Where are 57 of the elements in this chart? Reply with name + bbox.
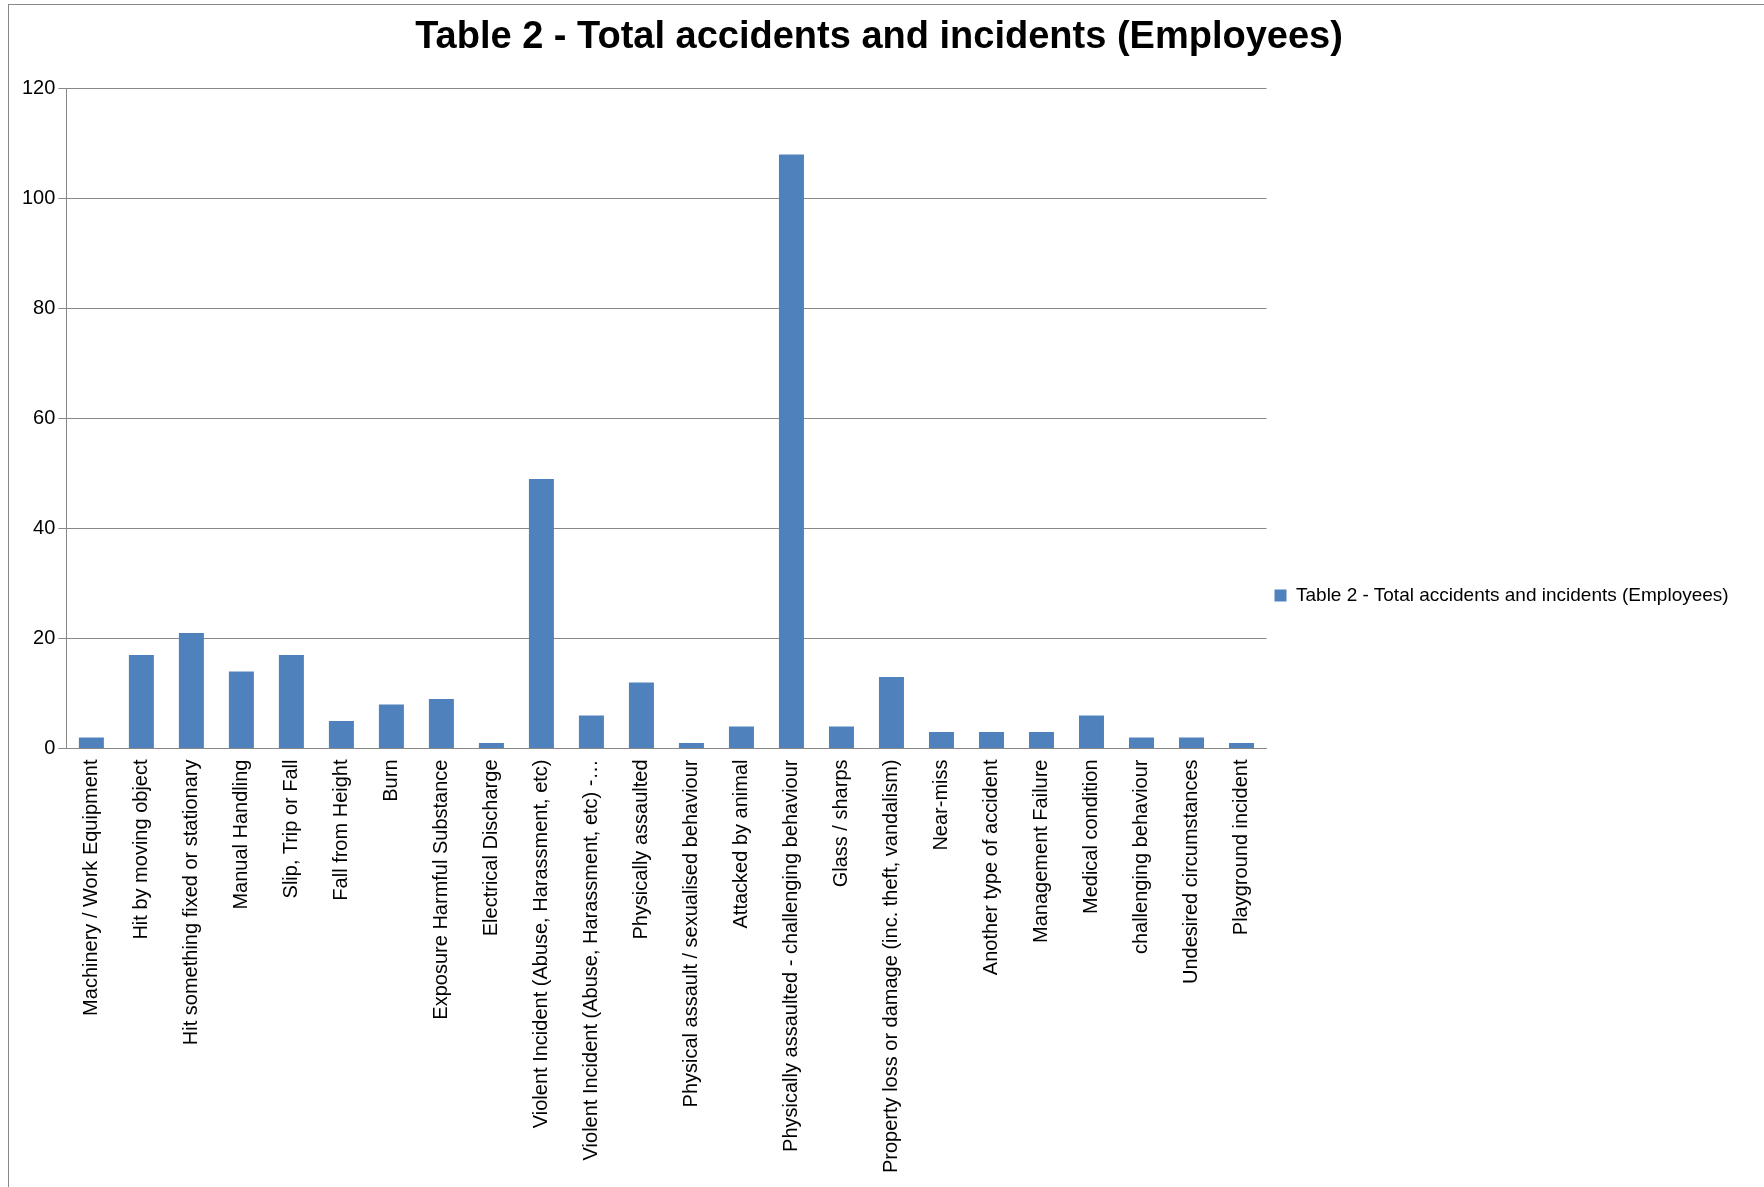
bar <box>1078 715 1104 748</box>
x-tick-label: Violent Incident (Abuse, Harassment, etc) -… <box>578 759 601 1161</box>
bar <box>328 721 354 748</box>
x-tick-label: Violent Incident (Abuse, Harassment, etc) <box>528 759 551 1129</box>
y-tick-label: 60 <box>33 406 56 429</box>
bar <box>228 671 254 748</box>
x-tick-label: Playground incident <box>1229 759 1252 936</box>
bar <box>678 743 704 748</box>
y-tick-label: 40 <box>33 516 56 539</box>
bar <box>578 715 604 748</box>
y-tick-label: 0 <box>44 736 56 759</box>
bar <box>128 655 154 748</box>
bar <box>1178 737 1204 748</box>
x-tick-label: Electrical Discharge <box>478 759 501 937</box>
bar <box>778 154 804 748</box>
x-tick-label: Machinery / Work Equipment <box>78 759 101 1016</box>
bar <box>928 732 954 748</box>
bar <box>878 677 904 748</box>
x-tick-label: Physically assaulted <box>628 759 651 940</box>
x-tick-label: Hit something fixed or stationary <box>178 759 201 1046</box>
x-tick-label: Burn <box>378 759 401 802</box>
x-tick-label: Slip, Trip or Fall <box>278 759 301 899</box>
x-tick-label: Medical condition <box>1079 759 1101 915</box>
x-tick-label: Attacked by animal <box>728 759 751 929</box>
x-tick-label: Fall from Height <box>328 759 351 901</box>
x-tick-label: Physically assaulted - challenging behaviour <box>778 759 801 1152</box>
bar <box>378 704 404 748</box>
x-tick-label: Physical assault / sexualised behaviour <box>678 759 701 1108</box>
x-tick-label: Hit by moving object <box>128 759 151 940</box>
bar <box>478 743 504 748</box>
bar <box>978 732 1004 748</box>
bar <box>728 726 754 748</box>
bar <box>278 655 304 748</box>
x-tick-label: Management Failure <box>1028 759 1051 943</box>
legend-label: Table 2 - Total accidents and incidents (Employees) <box>1296 583 1729 605</box>
bar <box>628 682 654 748</box>
x-tick-label: Manual Handling <box>228 759 251 910</box>
chart-title: Table 2 - Total accidents and incidents (Employees) <box>415 14 1343 57</box>
y-tick-label: 80 <box>33 296 56 319</box>
x-tick-label: Near-miss <box>928 759 951 851</box>
x-tick-label: challenging behaviour <box>1129 759 1151 955</box>
bar <box>178 633 204 748</box>
y-tick-label: 20 <box>33 626 56 649</box>
bar <box>1028 732 1054 748</box>
y-tick-label: 120 <box>21 76 56 99</box>
x-tick-label: Another type of accident <box>978 759 1001 976</box>
bar <box>78 737 104 748</box>
bar <box>528 479 554 748</box>
bar <box>1128 737 1154 748</box>
y-tick-label: 100 <box>21 186 56 209</box>
x-tick-label: Property loss or damage (inc. theft, vandalism) <box>878 759 901 1174</box>
bar <box>828 726 854 748</box>
x-tick-label: Undesired circumstances <box>1179 759 1202 985</box>
x-tick-label: Glass / sharps <box>828 759 851 888</box>
x-tick-label: Exposure Harmful Substance <box>428 759 451 1020</box>
bar <box>428 699 454 748</box>
bar <box>1228 743 1254 748</box>
